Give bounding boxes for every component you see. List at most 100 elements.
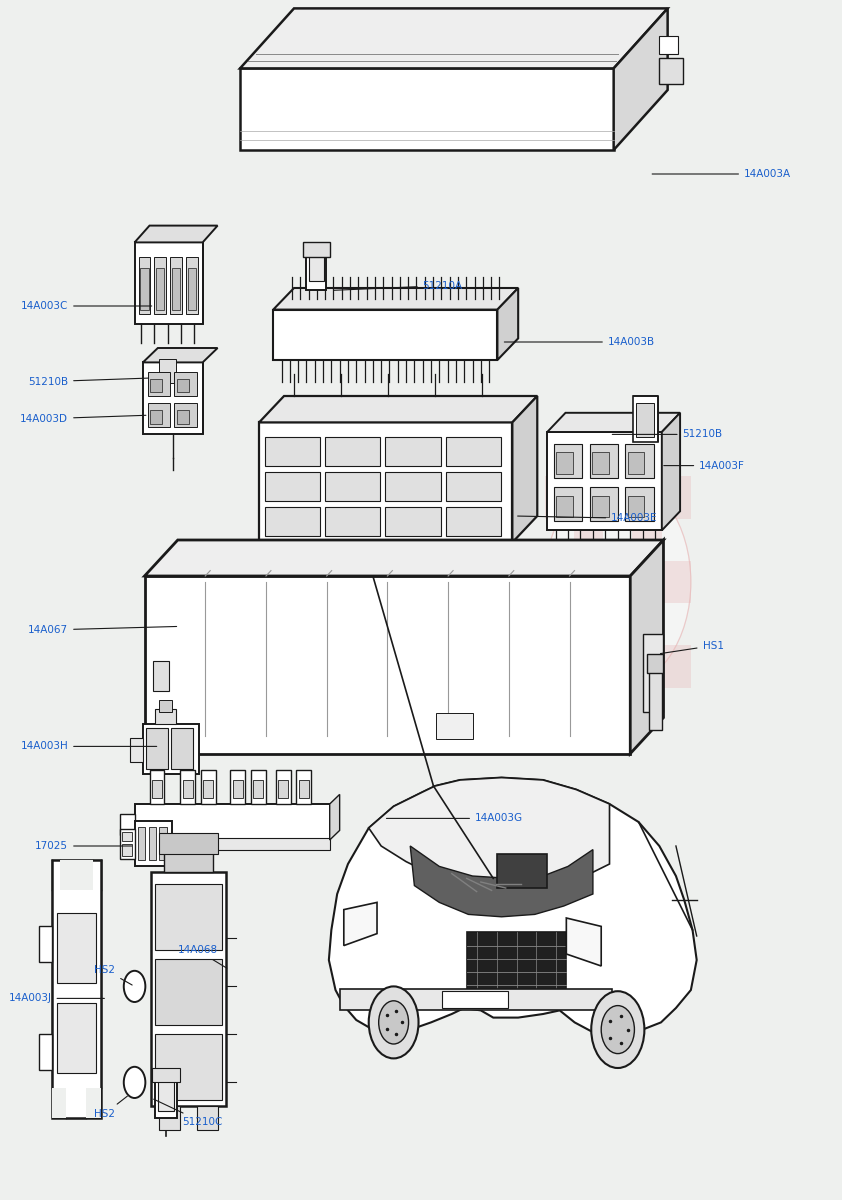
Polygon shape	[330, 794, 339, 840]
Bar	[155, 709, 176, 724]
Bar	[386, 508, 440, 536]
Bar	[442, 991, 509, 1008]
Polygon shape	[240, 68, 614, 150]
Bar	[545, 560, 574, 604]
Text: 14A003H: 14A003H	[20, 742, 157, 751]
Polygon shape	[498, 288, 518, 360]
Bar	[148, 372, 170, 396]
Bar	[275, 770, 290, 804]
Text: 14A003C: 14A003C	[21, 301, 152, 311]
Text: 14A003B: 14A003B	[504, 337, 655, 347]
Polygon shape	[259, 422, 513, 542]
Text: 17025: 17025	[35, 841, 132, 851]
Bar	[265, 472, 320, 502]
Polygon shape	[513, 396, 537, 542]
Text: 51210A: 51210A	[334, 281, 463, 290]
Bar	[120, 829, 135, 859]
Bar	[156, 268, 164, 310]
Bar	[265, 437, 320, 466]
Polygon shape	[145, 576, 631, 754]
Text: 51210B: 51210B	[28, 377, 148, 386]
Bar	[154, 257, 166, 314]
Bar	[557, 496, 573, 517]
Text: 14A003A: 14A003A	[653, 169, 791, 179]
Polygon shape	[240, 8, 668, 68]
Circle shape	[591, 991, 644, 1068]
Bar	[589, 487, 618, 521]
Bar	[309, 251, 324, 281]
Bar	[574, 604, 603, 646]
Bar	[204, 780, 213, 798]
Text: 51210B: 51210B	[612, 430, 722, 439]
Polygon shape	[631, 540, 663, 754]
Bar	[155, 884, 221, 950]
Polygon shape	[369, 778, 610, 888]
Bar	[299, 780, 309, 798]
Bar	[636, 403, 654, 437]
Bar	[135, 804, 330, 840]
Circle shape	[124, 1067, 146, 1098]
Polygon shape	[410, 846, 593, 917]
Bar	[186, 257, 198, 314]
Bar	[180, 770, 195, 804]
Bar	[628, 452, 644, 474]
Bar	[135, 821, 172, 866]
Bar	[152, 872, 226, 1106]
Bar	[149, 827, 156, 860]
Bar	[177, 410, 189, 424]
Bar	[152, 780, 162, 798]
Bar	[201, 770, 216, 804]
Bar	[603, 560, 632, 604]
Text: parts: parts	[300, 613, 421, 659]
Bar	[159, 359, 176, 383]
Text: HS2: HS2	[94, 1096, 127, 1118]
Text: 14A003E: 14A003E	[518, 514, 658, 523]
Bar	[56, 1003, 96, 1073]
Bar	[466, 932, 567, 990]
Bar	[626, 487, 653, 521]
Bar	[445, 508, 501, 536]
Bar	[339, 989, 612, 1010]
Polygon shape	[614, 8, 668, 150]
Bar	[642, 634, 663, 712]
Text: 14A003D: 14A003D	[20, 414, 146, 424]
Bar	[172, 268, 180, 310]
Circle shape	[545, 476, 691, 688]
Polygon shape	[145, 540, 663, 576]
Bar	[174, 372, 197, 396]
Bar	[325, 508, 381, 536]
Bar	[303, 242, 330, 257]
Bar	[159, 827, 167, 860]
Bar	[445, 472, 501, 502]
Bar	[147, 728, 168, 769]
Polygon shape	[632, 396, 658, 442]
Bar	[574, 518, 603, 560]
Polygon shape	[157, 355, 179, 386]
Bar	[603, 476, 632, 518]
Polygon shape	[547, 432, 662, 530]
Text: 14A003F: 14A003F	[663, 461, 745, 470]
Bar	[659, 36, 678, 54]
Bar	[143, 724, 200, 774]
Bar	[589, 444, 618, 478]
Bar	[659, 58, 683, 84]
Bar	[554, 487, 582, 521]
Bar	[498, 854, 547, 888]
Text: HS1: HS1	[660, 641, 723, 654]
Bar	[647, 654, 663, 673]
Bar	[87, 1088, 101, 1118]
Bar	[626, 444, 653, 478]
Text: 14A003J: 14A003J	[8, 994, 104, 1003]
Bar	[155, 1070, 177, 1118]
Text: 14A067: 14A067	[28, 625, 177, 635]
Bar	[557, 452, 573, 474]
Bar	[325, 472, 381, 502]
Bar	[171, 728, 193, 769]
Bar	[197, 1106, 217, 1130]
Bar	[648, 670, 662, 730]
Bar	[120, 814, 135, 835]
Polygon shape	[567, 918, 601, 966]
Bar	[150, 770, 164, 804]
Circle shape	[124, 971, 146, 1002]
Bar	[157, 1080, 174, 1111]
